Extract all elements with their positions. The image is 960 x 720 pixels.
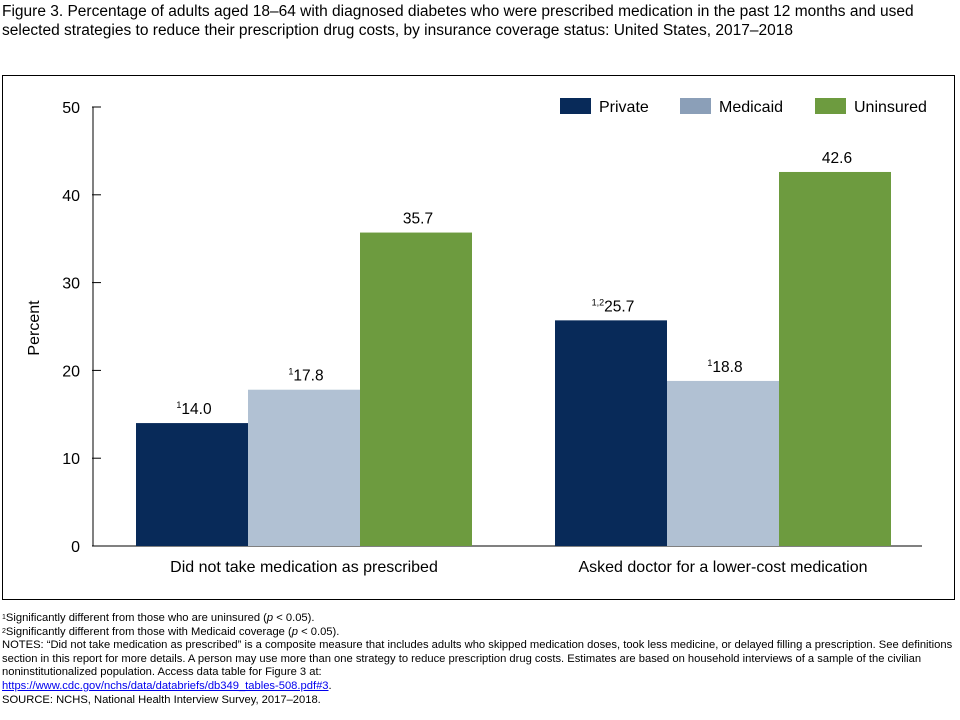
data-label: 1,225.7 — [592, 297, 635, 315]
footnote-2-marker: 2 — [2, 627, 6, 635]
y-tick-label: 0 — [71, 539, 80, 556]
y-tick-label: 20 — [62, 363, 80, 380]
legend-swatch-private — [560, 98, 591, 114]
bar-medicaid — [667, 380, 779, 546]
data-label: 117.8 — [288, 367, 323, 385]
footnote-1: 1Significantly different from those who … — [2, 612, 957, 626]
bar-uninsured — [779, 171, 891, 547]
data-label: 35.7 — [403, 211, 433, 228]
data-label: 118.8 — [707, 358, 742, 376]
footnote-1-marker: 1 — [2, 614, 6, 621]
legend-label-private: Private — [599, 99, 649, 116]
bar-private — [136, 423, 248, 546]
data-label-value: 18.8 — [712, 359, 742, 376]
data-label-superscript: 1,2 — [592, 297, 605, 307]
bar-medicaid — [248, 389, 360, 546]
footnote-1-p: p — [266, 612, 274, 624]
y-tick-label: 10 — [62, 451, 80, 468]
data-label-superscript: 1 — [707, 358, 712, 368]
legend-swatch-uninsured — [815, 98, 846, 114]
footnote-2-p: p — [291, 625, 298, 638]
footnote-1-end: < 0.05). — [273, 612, 315, 624]
data-label-value: 14.0 — [181, 401, 212, 418]
legend-label-medicaid: Medicaid — [719, 99, 783, 116]
data-table-link-line: https://www.cdc.gov/nchs/data/databriefs… — [2, 680, 957, 694]
chart-frame — [2, 75, 955, 600]
source-text: SOURCE: NCHS, National Health Interview … — [2, 693, 321, 706]
data-label-value: 25.7 — [604, 298, 634, 315]
x-category-label: Did not take medication as prescribed — [170, 559, 438, 576]
footnote-2: 2Significantly different from those with… — [2, 626, 957, 640]
data-table-link[interactable]: https://www.cdc.gov/nchs/data/databriefs… — [2, 679, 329, 692]
footnote-2-end: < 0.05). — [297, 625, 340, 638]
link-suffix: . — [328, 679, 332, 692]
data-label-superscript: 1 — [288, 367, 293, 377]
y-axis-label: Percent — [26, 300, 43, 356]
footnote-2-text: Significantly different from those with … — [5, 625, 292, 638]
figure-notes: 1Significantly different from those who … — [2, 612, 957, 707]
footnote-1-text: Significantly different from those who a… — [5, 612, 267, 624]
y-tick-label: 40 — [62, 188, 80, 205]
data-label-superscript: 1 — [176, 400, 181, 410]
figure-title: Figure 3. Percentage of adults aged 18–6… — [2, 3, 914, 39]
notes-paragraph: NOTES: “Did not take medication as presc… — [2, 639, 957, 680]
bar-uninsured — [360, 232, 472, 546]
x-category-label: Asked doctor for a lower-cost medication — [578, 559, 867, 576]
legend-label-uninsured: Uninsured — [854, 99, 927, 116]
legend-swatch-medicaid — [680, 98, 711, 114]
bar-private — [555, 320, 667, 546]
y-tick-label: 30 — [62, 276, 80, 293]
data-label-value: 17.8 — [293, 368, 323, 385]
data-label: 114.0 — [176, 400, 212, 418]
source-line: SOURCE: NCHS, National Health Interview … — [2, 694, 957, 708]
y-tick-label: 50 — [62, 100, 80, 117]
data-label: 42.6 — [822, 150, 852, 167]
notes-text: NOTES: “Did not take medication as presc… — [2, 639, 953, 679]
